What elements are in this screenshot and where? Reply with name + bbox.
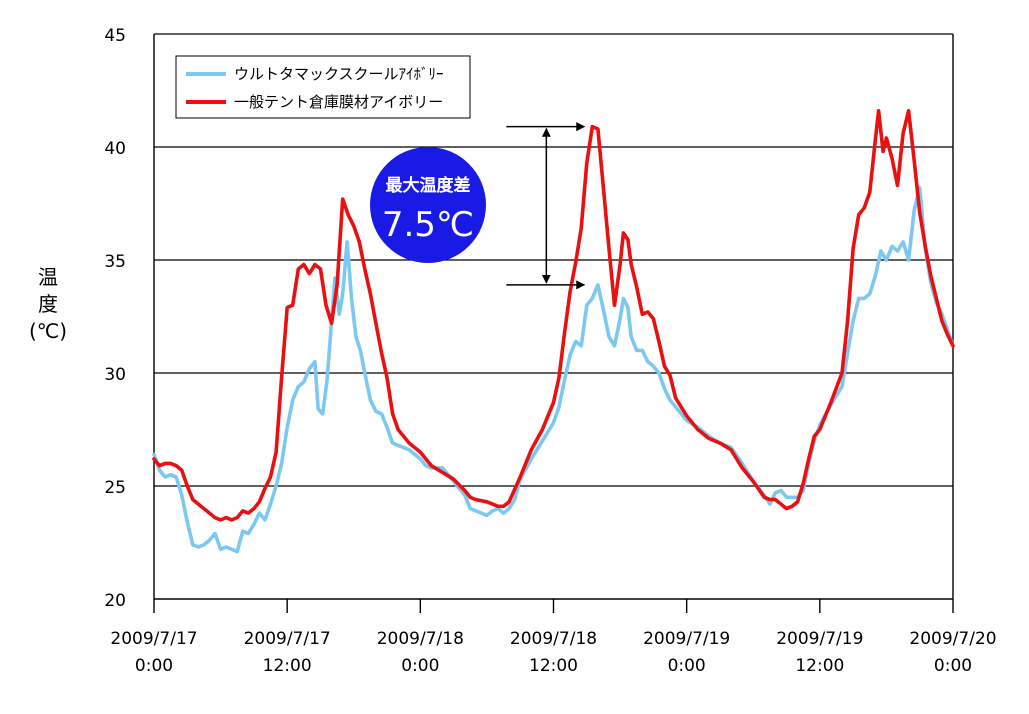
x-tick-label: 0:00 — [934, 656, 972, 676]
x-tick-label: 2009/7/17 — [110, 629, 197, 649]
x-tick-label: 0:00 — [135, 656, 173, 676]
annotation-badge — [370, 147, 486, 263]
y-tick-label: 45 — [104, 26, 126, 46]
x-tick-label: 2009/7/18 — [510, 629, 597, 649]
series-line-1 — [152, 185, 955, 554]
x-tick-label: 2009/7/17 — [244, 629, 331, 649]
y-tick-label: 20 — [104, 591, 126, 611]
x-tick-label: 2009/7/20 — [909, 629, 996, 649]
series-line-2 — [152, 109, 955, 522]
x-tick-label: 12:00 — [529, 656, 578, 676]
y-axis-label-line: 度 — [38, 292, 58, 316]
y-axis-label-line: 温 — [38, 265, 58, 289]
x-tick-label: 12:00 — [795, 656, 844, 676]
x-tick-label: 2009/7/19 — [643, 629, 730, 649]
y-tick-label: 30 — [104, 365, 126, 385]
x-tick-label: 0:00 — [401, 656, 439, 676]
y-tick-label: 40 — [104, 139, 126, 159]
legend-label: 一般テント倉庫膜材アイボリー — [234, 93, 443, 111]
axes: 20 25 30 35 40 45 2009/7/17 0:00 2009/7/17 12:00 2… — [104, 26, 996, 676]
y-axis-label: 温度 (℃) — [29, 265, 67, 343]
series-lines — [152, 109, 955, 554]
legend-box — [175, 55, 471, 119]
x-tick-label: 0:00 — [668, 656, 706, 676]
legend: ウルトタマックスクールｱｲﾎﾞﾘｰ 一般テント倉庫膜材アイボリー — [175, 55, 471, 119]
y-tick-label: 35 — [104, 252, 126, 272]
x-tick-label: 2009/7/19 — [776, 629, 863, 649]
legend-label: ウルトタマックスクールｱｲﾎﾞﾘｰ — [234, 65, 444, 83]
x-tick-label: 12:00 — [263, 656, 312, 676]
max-difference-annotation: 最大温度差 7.5℃ — [370, 122, 586, 290]
y-axis-label-line: (℃) — [29, 319, 67, 343]
y-tick-label: 25 — [104, 478, 126, 498]
annotation-title: 最大温度差 — [386, 175, 471, 196]
annotation-value: 7.5℃ — [382, 205, 474, 245]
grid-lines — [154, 33, 953, 487]
x-tick-label: 2009/7/18 — [377, 629, 464, 649]
